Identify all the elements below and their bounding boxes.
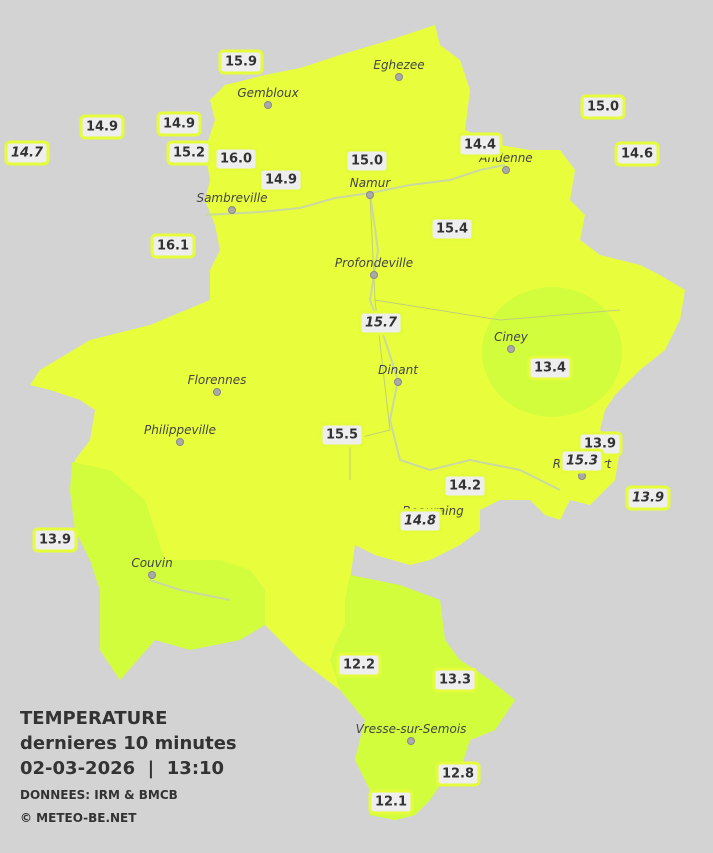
town-name: Couvin bbox=[131, 556, 172, 570]
station-value: 13.4 bbox=[534, 361, 566, 376]
town-name: Dinant bbox=[378, 363, 419, 377]
town-dot bbox=[148, 571, 156, 579]
town-name: Philippeville bbox=[144, 423, 216, 437]
legend-copyright: © METEO-BE.NET bbox=[20, 811, 137, 825]
cool-zone bbox=[70, 462, 265, 680]
station-box bbox=[213, 146, 259, 172]
county-border bbox=[349, 194, 621, 480]
town-name: Gembloux bbox=[237, 86, 299, 100]
cool-zone bbox=[482, 287, 622, 417]
station-value: 16.0 bbox=[220, 152, 252, 167]
station-box bbox=[358, 310, 404, 336]
station-box bbox=[580, 94, 626, 120]
station-value: 15.5 bbox=[326, 428, 358, 443]
cool-zone bbox=[330, 575, 515, 820]
station-box bbox=[32, 527, 78, 553]
station-box bbox=[559, 448, 605, 474]
station-value: 13.9 bbox=[584, 437, 616, 452]
station-value: 14.9 bbox=[265, 173, 297, 188]
town-dot bbox=[176, 438, 184, 446]
town-dot bbox=[264, 101, 272, 109]
station-value: 15.3 bbox=[566, 454, 598, 469]
station-box bbox=[442, 473, 488, 499]
station-box bbox=[429, 216, 475, 242]
station-box bbox=[319, 422, 365, 448]
station-value: 14.4 bbox=[464, 138, 496, 153]
station-box bbox=[614, 141, 660, 167]
station-value: 14.7 bbox=[11, 146, 44, 161]
town-dot bbox=[228, 206, 236, 214]
station-value: 12.2 bbox=[343, 658, 375, 673]
station-value: 14.9 bbox=[86, 120, 118, 135]
town-name: Namur bbox=[350, 176, 392, 190]
town-name: Ciney bbox=[494, 330, 529, 344]
town-name: Vresse-sur-Semois bbox=[356, 722, 467, 736]
station-box bbox=[435, 761, 481, 787]
station-value: 14.9 bbox=[163, 117, 195, 132]
town-dot bbox=[394, 378, 402, 386]
station-value: 14.2 bbox=[449, 479, 481, 494]
station-box bbox=[368, 789, 414, 815]
town-dot bbox=[507, 345, 515, 353]
station-value: 16.1 bbox=[157, 239, 189, 254]
station-value: 15.9 bbox=[225, 55, 257, 70]
station-box bbox=[336, 652, 382, 678]
station-box bbox=[432, 667, 478, 693]
town-dot bbox=[407, 737, 415, 745]
legend-datetime: 02-03-2026 | 13:10 bbox=[20, 758, 224, 779]
station-box bbox=[218, 49, 264, 75]
station-value: 12.8 bbox=[442, 767, 474, 782]
town-dot bbox=[578, 472, 586, 480]
station-value: 15.2 bbox=[173, 146, 205, 161]
legend-title: TEMPERATURE bbox=[20, 708, 167, 729]
station-box bbox=[344, 148, 390, 174]
town-dot bbox=[502, 166, 510, 174]
station-box bbox=[397, 508, 443, 534]
town-name: Sambreville bbox=[196, 191, 267, 205]
legend-source: DONNEES: IRM & BMCB bbox=[20, 788, 178, 802]
town-dot bbox=[370, 271, 378, 279]
legend-subtitle: dernieres 10 minutes bbox=[20, 733, 237, 754]
station-box bbox=[156, 111, 202, 137]
station-box bbox=[150, 233, 196, 259]
town-name: Profondeville bbox=[335, 256, 413, 270]
station-value: 13.9 bbox=[39, 533, 71, 548]
town-name: Florennes bbox=[188, 373, 247, 387]
town-dot bbox=[395, 73, 403, 81]
station-value: 12.1 bbox=[375, 795, 407, 810]
town-name: Eghezee bbox=[373, 58, 424, 72]
town-dot bbox=[213, 388, 221, 396]
station-value: 15.0 bbox=[351, 154, 383, 169]
station-value: 15.4 bbox=[436, 222, 468, 237]
station-value: 13.9 bbox=[632, 491, 664, 506]
town-dot bbox=[366, 191, 374, 199]
station-box bbox=[79, 114, 125, 140]
station-value: 15.0 bbox=[587, 100, 619, 115]
station-value: 13.3 bbox=[439, 673, 471, 688]
station-box bbox=[457, 132, 503, 158]
station-box bbox=[4, 140, 50, 166]
station-value: 15.7 bbox=[365, 316, 398, 331]
station-value: 14.6 bbox=[621, 147, 653, 162]
station-box bbox=[258, 167, 304, 193]
station-box bbox=[625, 485, 671, 511]
station-value: 14.8 bbox=[404, 514, 436, 529]
station-box bbox=[527, 355, 573, 381]
station-box bbox=[166, 140, 212, 166]
